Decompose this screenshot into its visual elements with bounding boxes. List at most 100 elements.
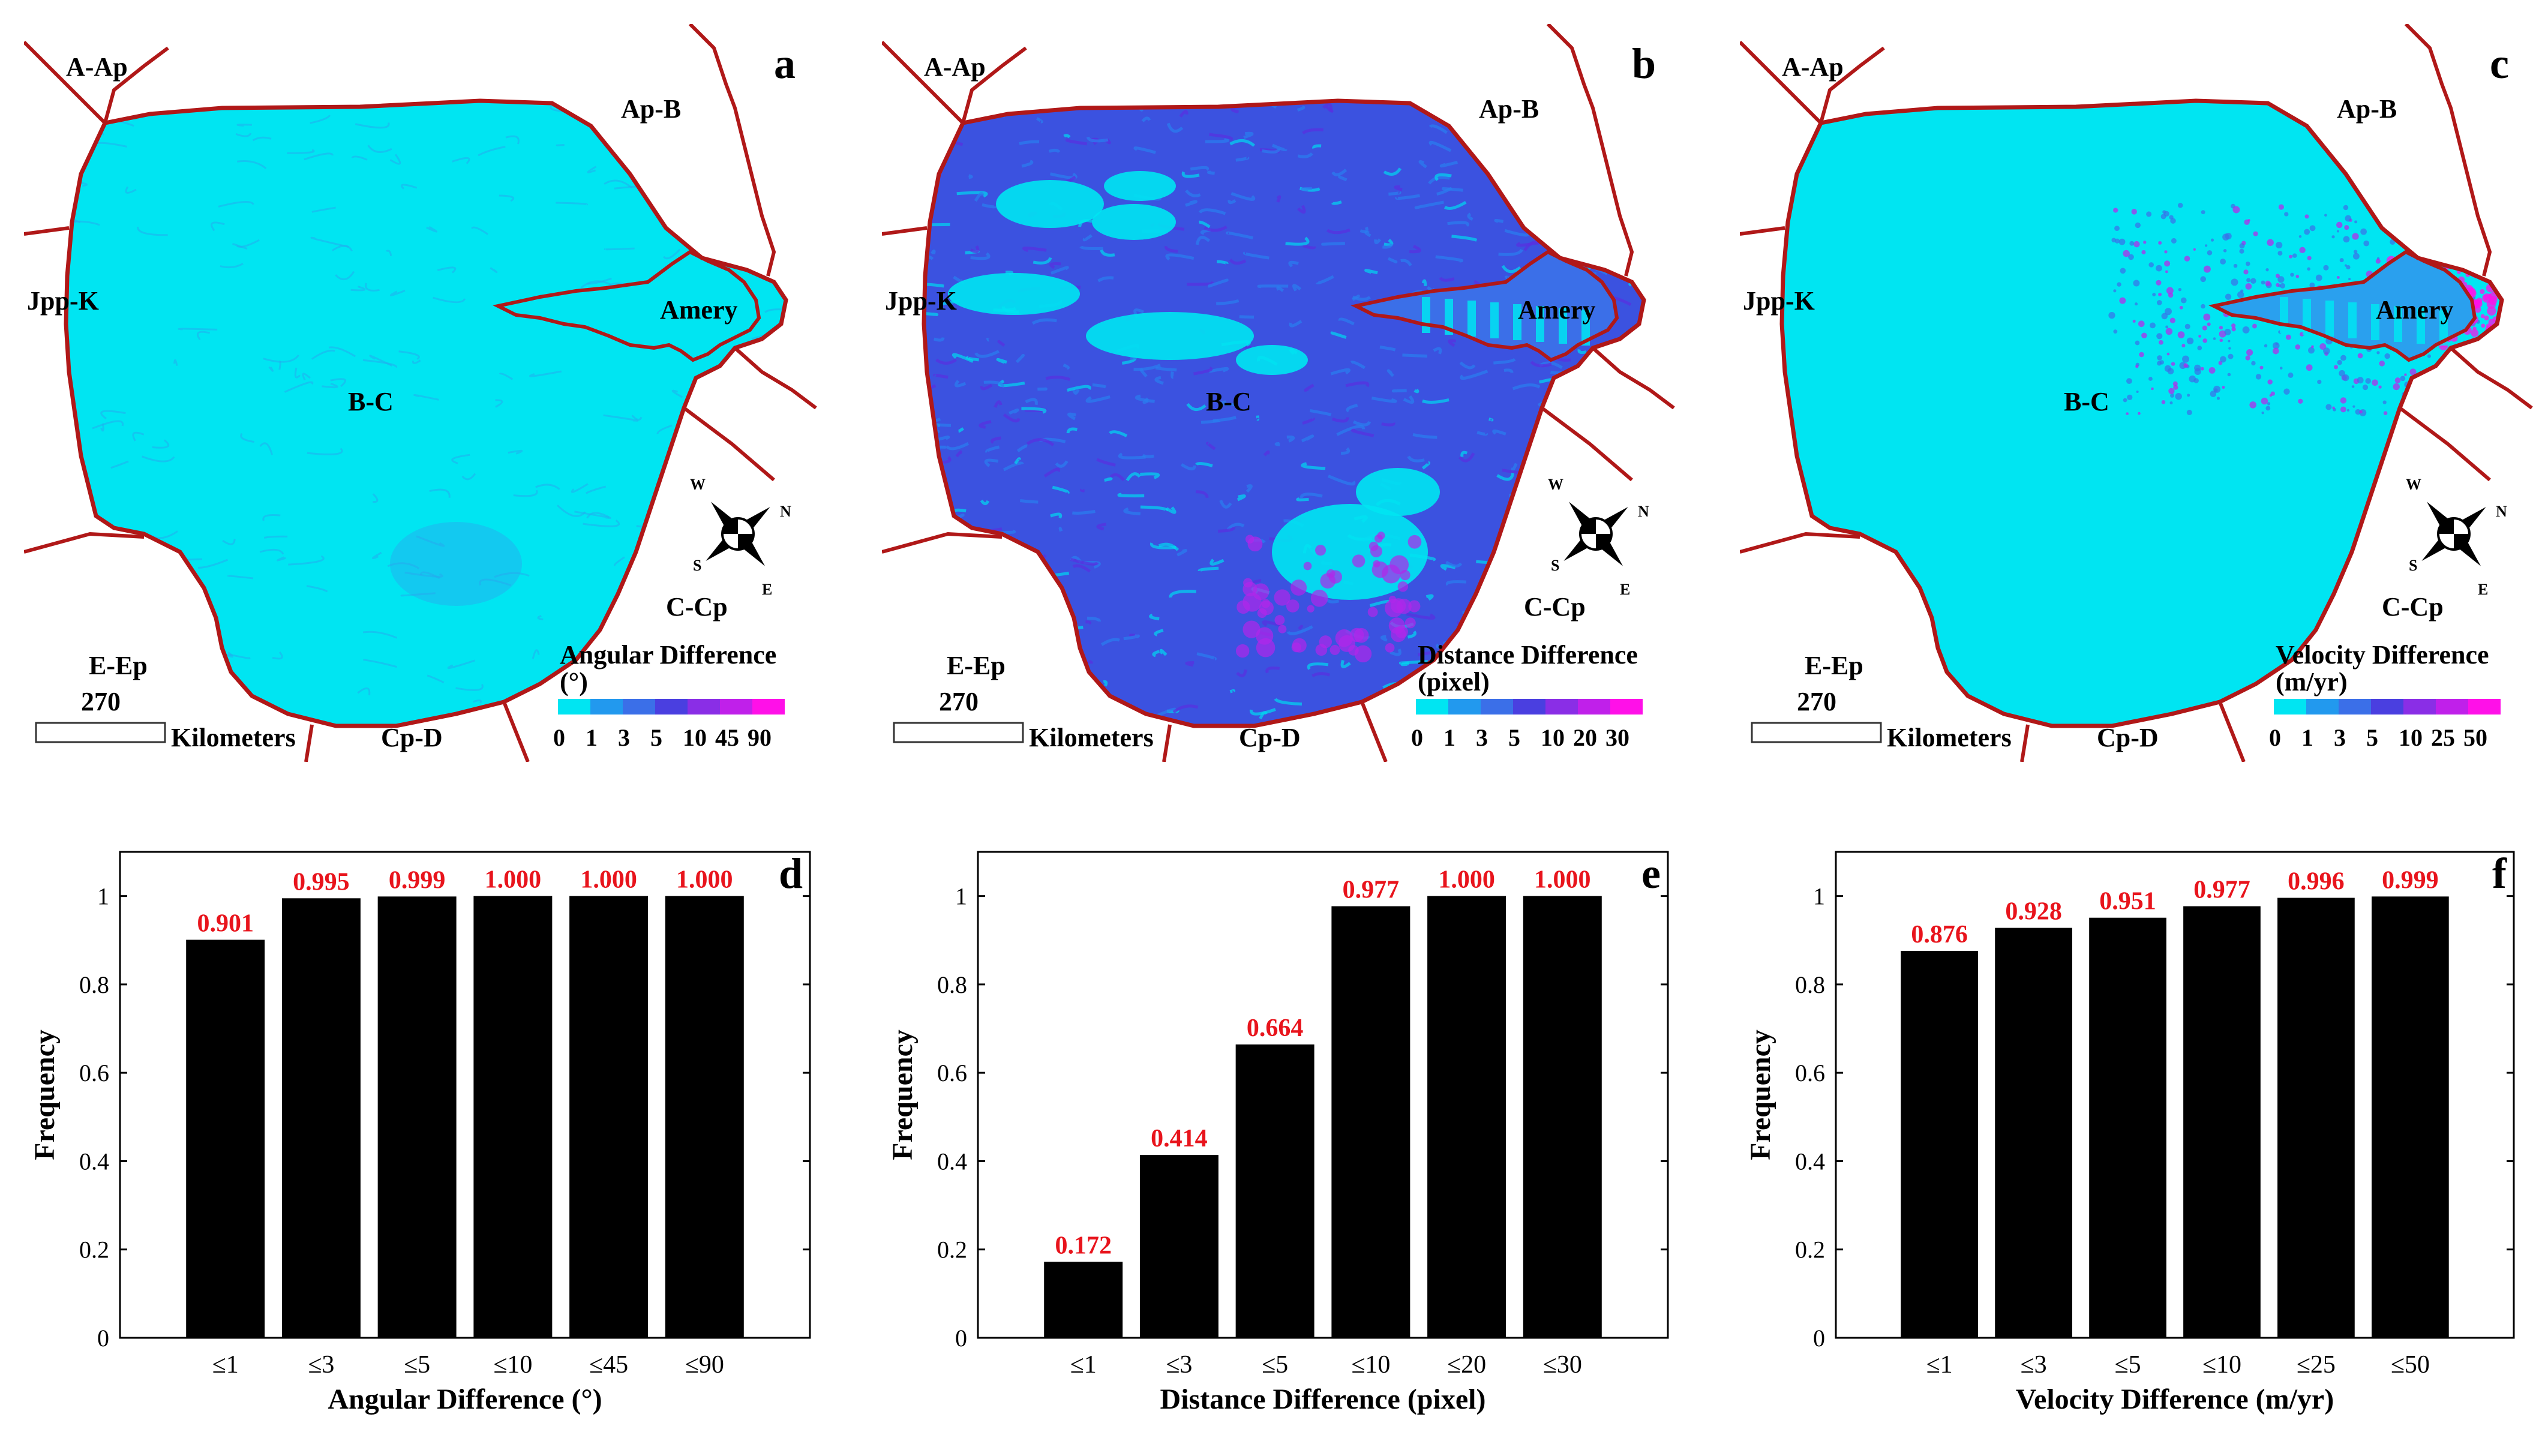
scale-bar xyxy=(1751,722,1882,743)
map-c-graphic xyxy=(1740,24,2533,762)
bar-value-label: 0.977 xyxy=(2193,876,2250,904)
amery-ice-shelf xyxy=(498,252,759,360)
divide-line xyxy=(1541,406,1633,482)
legend-swatch xyxy=(2306,699,2339,715)
legend-swatch xyxy=(1416,699,1448,715)
legend-tick: 20 xyxy=(1573,724,1597,751)
region-label-jpp-k: Jpp-K xyxy=(27,286,99,316)
x-tick-label: ≤5 xyxy=(404,1351,430,1379)
y-tick-label: 0.8 xyxy=(937,971,967,998)
divide-line xyxy=(882,226,928,236)
bar-value-label: 1.000 xyxy=(485,866,542,894)
bar-5 xyxy=(665,896,744,1338)
bar-5 xyxy=(1523,896,1602,1338)
region-label-e-ep: E-Ep xyxy=(89,651,148,680)
amery-ice-shelf xyxy=(2214,252,2475,360)
region-label-a-ap: A-Ap xyxy=(924,52,986,82)
bar-value-label: 0.901 xyxy=(197,910,254,938)
legend-swatch xyxy=(2403,699,2436,715)
bar-value-label: 0.928 xyxy=(2005,898,2062,926)
x-tick-label: ≤25 xyxy=(2297,1351,2336,1379)
legend-swatch xyxy=(1610,699,1643,715)
bar-value-label: 0.172 xyxy=(1055,1232,1112,1259)
legend-tick: 25 xyxy=(2431,724,2455,751)
bar-4 xyxy=(569,896,649,1338)
x-axis-label: Angular Difference (°) xyxy=(328,1383,602,1415)
divide-line xyxy=(882,40,965,125)
legend-swatch xyxy=(2339,699,2371,715)
legend-tick: 1 xyxy=(2301,724,2313,751)
divide-line xyxy=(1740,532,1860,554)
legend-unit: (m/yr) xyxy=(2276,667,2348,697)
compass-w: W xyxy=(2406,476,2421,493)
bar-2 xyxy=(2089,917,2166,1338)
legend-swatch xyxy=(1578,699,1610,715)
legend-swatch xyxy=(1513,699,1545,715)
scale-bar xyxy=(893,722,1024,743)
compass-rose xyxy=(2421,502,2486,566)
bar-chart-d: 0 0.2 0.4 0.6 0.8 1 0.901 ≤1 0.995 ≤3 0.999 ≤5 1.000… xyxy=(29,849,811,1415)
legend-unit: (°) xyxy=(560,667,588,697)
divide-line xyxy=(1546,24,1634,277)
region-label-b-c: B-C xyxy=(1206,387,1252,416)
bar-4 xyxy=(2277,897,2355,1338)
scale-unit: Kilometers xyxy=(1887,723,2012,752)
region-label-cp-d: Cp-D xyxy=(1239,723,1301,752)
legend-swatch xyxy=(1481,699,1513,715)
y-axis-label: Frequency xyxy=(29,1029,61,1160)
compass-w: W xyxy=(690,476,706,493)
legend-tick: 3 xyxy=(2334,724,2346,751)
legend-swatch xyxy=(2468,699,2501,715)
compass-rose xyxy=(706,502,770,566)
bar-value-label: 0.995 xyxy=(293,868,350,896)
legend-swatch xyxy=(2274,699,2306,715)
y-tick-label: 0.2 xyxy=(937,1236,967,1263)
bar-value-label: 1.000 xyxy=(1534,866,1591,894)
y-tick-label: 0.8 xyxy=(79,971,109,998)
x-axis-label: Velocity Difference (m/yr) xyxy=(2016,1383,2334,1415)
bar-value-label: 1.000 xyxy=(580,866,637,894)
divide-line xyxy=(2404,24,2492,277)
bar-value-label: 0.876 xyxy=(1911,921,1968,948)
divide-line xyxy=(1740,40,1823,125)
compass-s: S xyxy=(1551,557,1560,574)
panel-letter: d xyxy=(779,849,803,897)
legend-swatch xyxy=(1545,699,1578,715)
basin-fill xyxy=(66,101,786,726)
compass-e: E xyxy=(2478,581,2489,598)
divide-line xyxy=(1740,226,1785,236)
divide-line xyxy=(304,724,314,762)
bar-3 xyxy=(1331,906,1410,1338)
legend-tick: 50 xyxy=(2463,724,2487,751)
y-tick-label: 0.4 xyxy=(937,1148,967,1175)
region-label-ap-b: Ap-B xyxy=(2337,94,2397,124)
bar-value-label: 0.999 xyxy=(389,866,446,894)
y-tick-label: 0.4 xyxy=(79,1148,109,1175)
x-tick-label: ≤1 xyxy=(1070,1351,1097,1379)
bar-1 xyxy=(281,898,361,1338)
region-label-ap-b: Ap-B xyxy=(621,94,682,124)
basin-boundary xyxy=(64,98,788,728)
map-a-graphic xyxy=(24,24,817,762)
y-tick-label: 0.2 xyxy=(1795,1236,1825,1263)
legend-swatch xyxy=(655,699,688,715)
region-label-c-cp: C-Cp xyxy=(2382,592,2444,622)
region-label-amery: Amery xyxy=(1518,295,1596,325)
legend-title: Distance Difference xyxy=(1418,640,1638,670)
x-tick-label: ≤30 xyxy=(1543,1351,1582,1379)
region-label-c-cp: C-Cp xyxy=(1524,592,1586,622)
x-axis-label: Distance Difference (pixel) xyxy=(1160,1383,1486,1415)
compass-s: S xyxy=(693,557,702,574)
map-panel-c: A-Ap Ap-B Jpp-K Amery B-C C-Cp E-Ep Cp-D c 270 Kil… xyxy=(1740,24,2538,762)
plot-frame xyxy=(119,851,811,1339)
x-tick-label: ≤10 xyxy=(493,1351,532,1379)
legend-swatch xyxy=(2436,699,2468,715)
bar-value-label: 0.414 xyxy=(1151,1125,1208,1152)
y-axis-label: Frequency xyxy=(887,1029,919,1160)
region-label-e-ep: E-Ep xyxy=(947,651,1006,680)
compass-s: S xyxy=(2409,557,2418,574)
region-label-amery: Amery xyxy=(2376,295,2454,325)
divide-line xyxy=(24,226,70,236)
legend-swatch xyxy=(623,699,655,715)
region-label-amery: Amery xyxy=(660,295,738,325)
